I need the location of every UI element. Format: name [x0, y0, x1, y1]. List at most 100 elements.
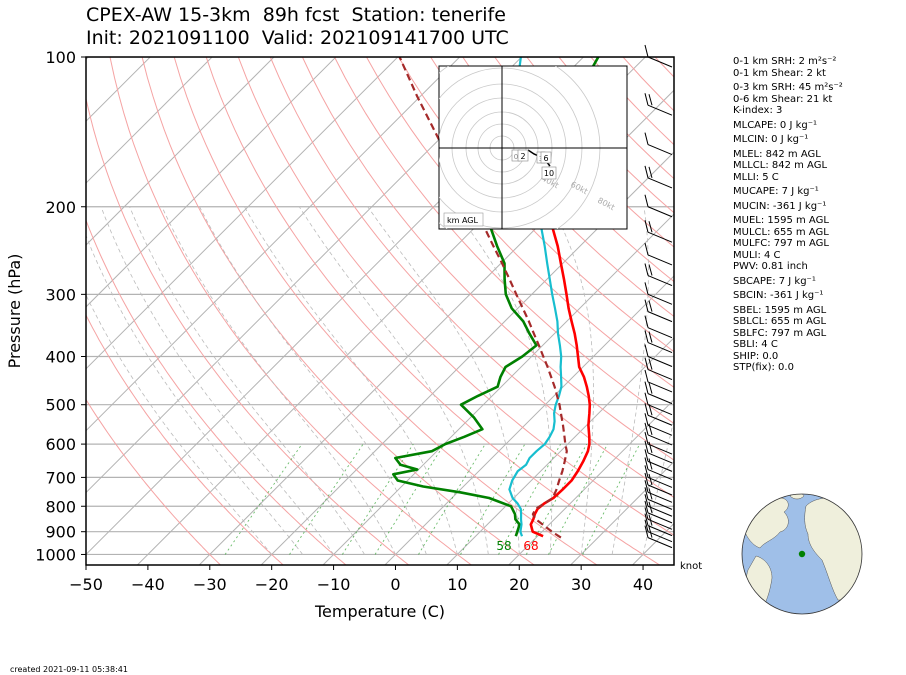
isotherm	[446, 337, 674, 565]
chart-title-line-2: Init: 2021091100 Valid: 202109141700 UTC	[86, 27, 509, 49]
dewpoint-profile	[391, 57, 600, 537]
wind-barb	[644, 413, 673, 436]
isotherm	[86, 57, 461, 432]
isotherm	[86, 57, 522, 494]
created-timestamp: created 2021-09-11 05:38:41	[10, 665, 128, 674]
moist-adiabat	[86, 234, 303, 555]
moist-adiabat	[86, 293, 273, 555]
wind-barb	[644, 299, 673, 323]
parameter-line: MUCAPE: 7 J kg⁻¹	[733, 186, 819, 197]
parameter-line: K-index: 3	[733, 105, 783, 116]
wind-barb	[644, 525, 673, 549]
temperature-profile	[526, 77, 592, 538]
parameter-line: SBCIN: -361 J kg⁻¹	[733, 290, 824, 301]
wind-barb	[644, 263, 673, 287]
x-tick-label: −20	[255, 575, 289, 594]
wind-barbs	[644, 44, 673, 549]
mixing-ratio-line	[460, 443, 526, 555]
parameter-line: MULFC: 797 m AGL	[733, 238, 829, 249]
dry-adiabat	[205, 57, 660, 565]
wind-barb	[644, 480, 673, 503]
hodo-marker-10: 10	[544, 169, 554, 178]
dry-adiabat	[269, 57, 674, 499]
y-tick-label: 700	[45, 468, 76, 487]
mixing-ratio-line	[418, 443, 486, 555]
chart-title-line-1: CPEX-AW 15-3km 89h fcst Station: tenerif…	[86, 4, 506, 26]
wind-barb	[644, 315, 673, 339]
wind-barb	[644, 242, 673, 266]
wind-barb	[644, 44, 673, 68]
parameter-line: STP(fix): 0.0	[733, 362, 794, 373]
moist-adiabat	[129, 206, 365, 555]
dry-adiabat	[237, 57, 674, 536]
y-tick-label: 300	[45, 285, 76, 304]
surface-dewpoint-label: 58	[496, 539, 511, 553]
wind-barb	[644, 381, 673, 405]
isotherm	[86, 57, 337, 308]
x-tick-label: 20	[509, 575, 529, 594]
dry-adiabat	[430, 57, 674, 318]
isotherm	[86, 57, 213, 184]
dry-adiabat	[86, 96, 410, 565]
wind-barb	[644, 220, 673, 243]
parameter-line: 0-3 km SRH: 45 m²s⁻²	[733, 82, 843, 93]
y-tick-label: 400	[45, 348, 76, 367]
y-tick-label: 200	[45, 198, 76, 217]
dry-adiabat	[366, 57, 674, 388]
wind-barb	[644, 369, 673, 393]
wind-barb	[644, 449, 673, 472]
x-tick-label: −10	[317, 575, 351, 594]
isotherm	[508, 399, 674, 565]
virtual-temperature-profile	[508, 57, 563, 537]
parameter-line: MLCAPE: 0 J kg⁻¹	[733, 119, 818, 131]
parameter-line: MLCIN: 0 J kg⁻¹	[733, 134, 809, 145]
moist-adiabat	[161, 206, 396, 555]
moist-adiabat	[199, 206, 427, 555]
dry-adiabat	[86, 314, 284, 565]
x-tick-label: 30	[571, 575, 591, 594]
dry-adiabat	[462, 57, 674, 283]
wind-barb	[644, 472, 673, 496]
hodo-marker-6: 6	[543, 154, 548, 163]
y-tick-label: 900	[45, 523, 76, 542]
y-tick-label: 500	[45, 396, 76, 415]
wind-barb	[644, 494, 673, 517]
parameter-line: MUEL: 1595 m AGL	[733, 215, 829, 226]
parameter-line: SHIP: 0.0	[733, 350, 779, 362]
y-tick-label: 600	[45, 435, 76, 454]
parameter-line: SBLFC: 797 m AGL	[733, 327, 827, 339]
wind-barb	[644, 457, 673, 481]
mixing-ratio-line	[374, 443, 445, 555]
hodo-height-unit-label: km AGL	[447, 216, 479, 225]
wind-barb	[644, 93, 673, 116]
parameter-line: MLLI: 5 C	[733, 171, 779, 183]
dry-adiabat	[173, 57, 598, 565]
parameter-line: SBLCL: 655 m AGL	[733, 316, 827, 327]
parameter-line: PWV: 0.81 inch	[733, 261, 808, 272]
moist-adiabat	[551, 206, 594, 555]
wind-barb	[644, 194, 673, 218]
hodo-marker-2: 2	[520, 152, 525, 161]
profile-lines	[391, 57, 600, 539]
parameter-line: MULCL: 655 m AGL	[733, 226, 829, 238]
mixing-ratio-line	[582, 443, 641, 555]
dry-adiabat	[86, 398, 221, 565]
x-tick-label: −30	[193, 575, 227, 594]
y-tick-label: 1000	[35, 545, 76, 564]
isotherm	[384, 275, 674, 565]
wind-barb	[644, 132, 673, 156]
wind-barb	[644, 282, 673, 305]
dry-adiabat	[334, 57, 674, 425]
x-tick-label: −40	[131, 575, 165, 594]
y-tick-label: 100	[45, 48, 76, 67]
hodo-marker-0: 0	[514, 153, 518, 161]
wind-barb	[644, 330, 673, 354]
wind-barb	[644, 440, 673, 464]
isotherm	[86, 57, 399, 370]
x-tick-label: 0	[390, 575, 400, 594]
dry-adiabat	[301, 57, 674, 461]
plot-frame	[85, 56, 675, 566]
x-axis-label: Temperature (C)	[314, 602, 445, 621]
dry-adiabat	[86, 219, 347, 565]
